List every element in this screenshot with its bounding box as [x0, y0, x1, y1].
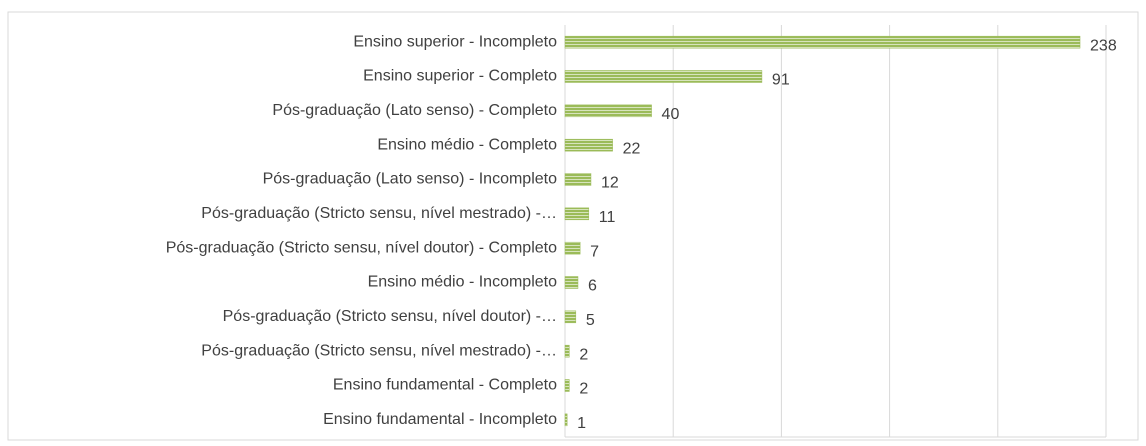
y-tick-label: Pós-graduação (Stricto sensu, nível mest… [201, 205, 557, 222]
y-tick-label: Pós-graduação (Stricto sensu, nível dout… [223, 308, 557, 325]
value-label: 7 [590, 243, 599, 260]
value-label: 22 [623, 140, 641, 157]
value-label: 12 [601, 175, 619, 192]
value-label: 2 [579, 346, 588, 363]
bar [564, 138, 613, 152]
y-tick-label: Ensino médio - Incompleto [368, 274, 558, 291]
value-label: 11 [599, 209, 616, 226]
value-label: 40 [662, 106, 680, 123]
y-tick-label: Pós-graduação (Lato senso) - Completo [272, 102, 557, 119]
bar [564, 70, 763, 83]
bar [564, 104, 652, 118]
value-label: 5 [586, 312, 595, 329]
bar [564, 276, 579, 289]
bar [564, 241, 581, 255]
y-tick-label: Ensino médio - Completo [377, 136, 557, 153]
value-label: 1 [577, 415, 586, 432]
value-label: 91 [772, 72, 790, 89]
y-tick-label: Pós-graduação (Lato senso) - Incompleto [263, 171, 557, 188]
y-tick-label: Pós-graduação (Stricto sensu, nível dout… [166, 239, 557, 256]
value-label: 6 [588, 278, 597, 295]
value-label: 2 [579, 381, 588, 398]
chart-border [7, 11, 1139, 441]
bar [564, 35, 1081, 49]
y-tick-label: Pós-graduação (Stricto sensu, nível mest… [201, 342, 557, 359]
bar [564, 207, 590, 221]
value-label: 238 [1090, 37, 1117, 54]
y-tick-label: Ensino superior - Completo [363, 68, 557, 85]
y-tick-label: Ensino fundamental - Completo [333, 377, 557, 394]
bar [564, 379, 570, 392]
bar [564, 344, 570, 358]
bar [564, 310, 577, 324]
y-tick-label: Ensino superior - Incompleto [353, 33, 557, 50]
bar [564, 173, 592, 186]
y-tick-label: Ensino fundamental - Incompleto [323, 411, 557, 428]
bar [564, 413, 568, 427]
